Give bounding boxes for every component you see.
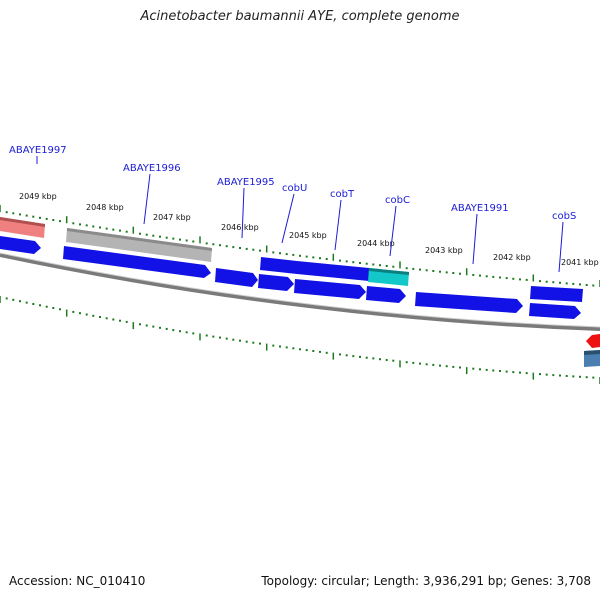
map-title: Acinetobacter baumannii AYE, complete ge… [140,9,460,24]
scale-label-2047: 2047 kbp [153,213,191,222]
feature-blue-arrow-6 [366,286,406,303]
feature-blue-upper-3 [530,286,583,302]
feature-pink-shade [0,217,45,227]
gene-label-cobc: cobC [385,195,410,206]
gene-label-abaye1997: ABAYE1997 [9,145,67,156]
feature-blue-arrow-8 [529,303,581,319]
gene-label-abaye1991: ABAYE1991 [451,203,509,214]
scale-label-2042: 2042 kbp [493,253,531,262]
gene-label-cobt: cobT [330,189,355,200]
gene-label-cobu: cobU [282,183,307,194]
feature-red-arrow [586,334,600,348]
accession-label: Accession: NC_010410 [9,574,146,588]
scale-label-2041: 2041 kbp [561,258,599,267]
feature-blue-arrow-1 [0,236,41,254]
feature-blue-arrow-3 [215,268,258,287]
genome-backbone-highlight [0,252,600,328]
gene-label-abaye1996: ABAYE1996 [123,163,181,174]
scale-label-2045: 2045 kbp [289,231,327,240]
scale-label-2044: 2044 kbp [357,239,395,248]
outer-scale-ticks [0,205,600,287]
scale-label-2043: 2043 kbp [425,246,463,255]
feature-blue-arrow-2 [63,246,211,278]
feature-steelblue-shade [584,350,600,355]
feature-blue-upper-2 [297,261,369,281]
feature-grey [66,228,212,262]
feature-grey-shade [67,228,212,251]
feature-blue-arrow-7 [415,292,523,313]
feature-blue-arrow-5 [294,279,366,299]
topology-label: Topology: circular; Length: 3,936,291 bp… [261,574,591,588]
feature-cyan-shade [369,268,409,275]
scale-label-2048: 2048 kbp [86,203,124,212]
gene-label-cobs: cobS [552,211,576,222]
genome-backbone [0,253,600,331]
scale-label-2046: 2046 kbp [221,223,259,232]
feature-blue-upper-1 [260,257,297,274]
scale-label-2049: 2049 kbp [19,192,57,201]
inner-scale-ticks [0,296,600,384]
feature-blue-arrow-4 [258,274,294,291]
gene-label-abaye1995: ABAYE1995 [217,177,275,188]
gene-label-leaders [36,156,564,273]
